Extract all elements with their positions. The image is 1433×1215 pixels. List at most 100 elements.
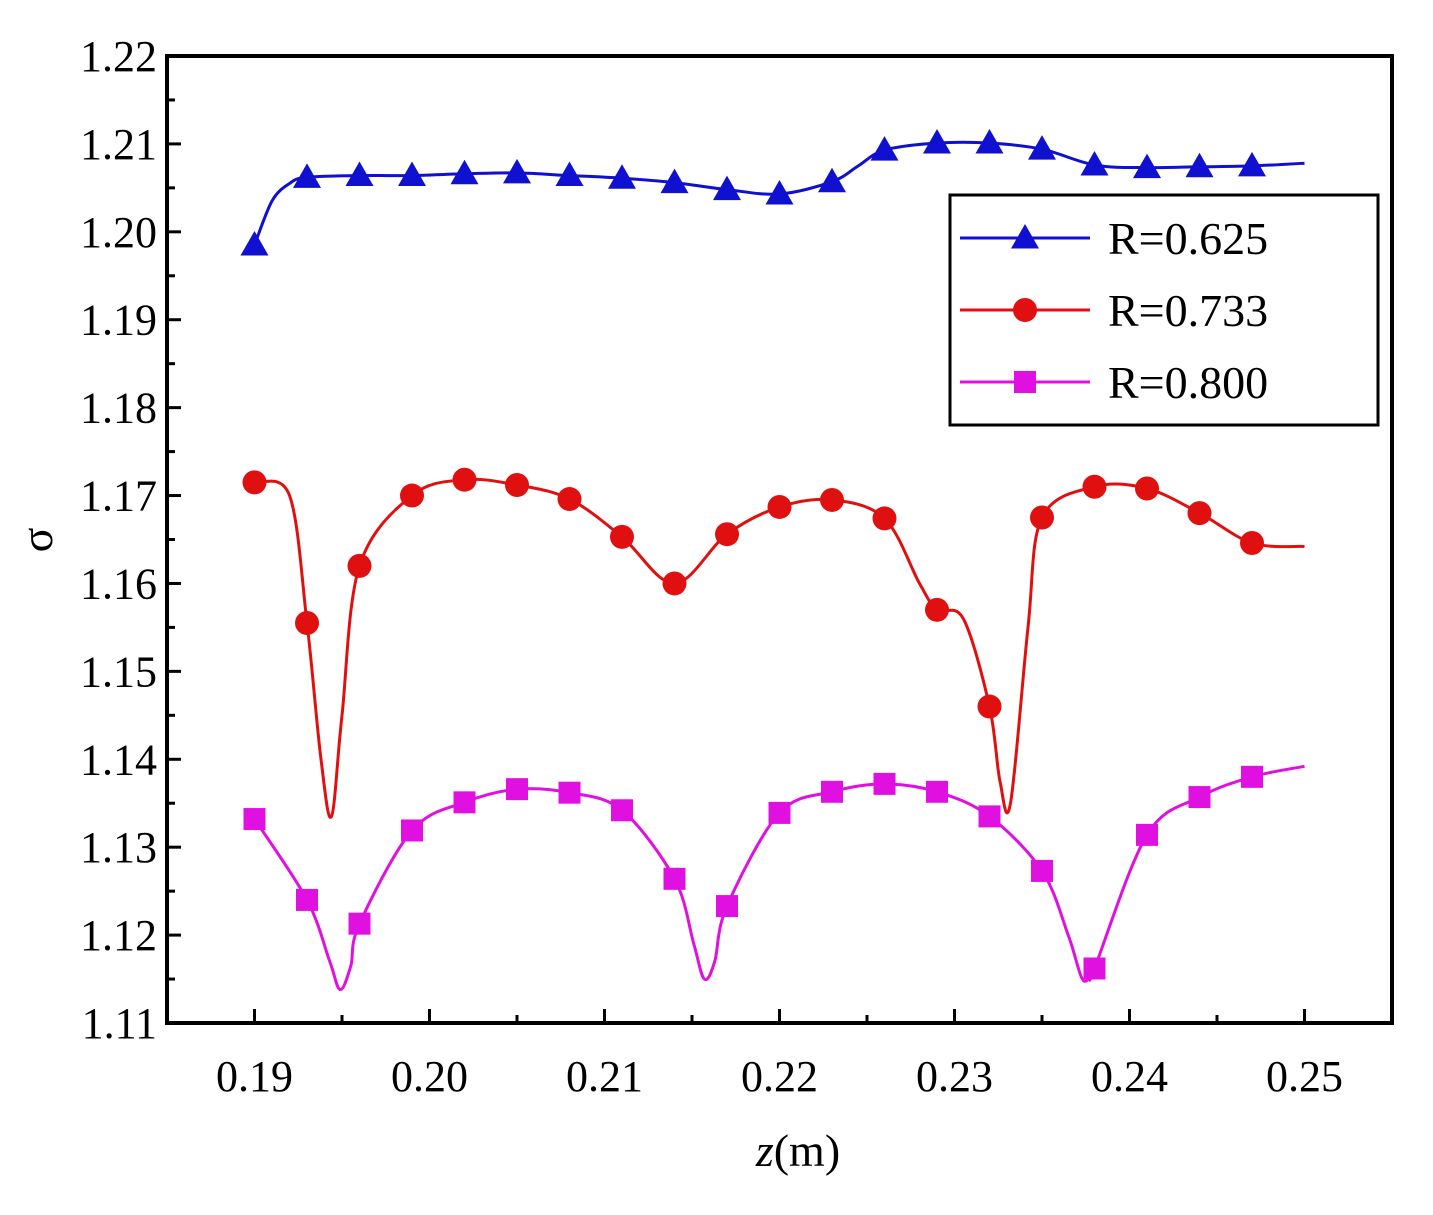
x-axis-title-variable: z [755, 1125, 774, 1176]
series-0-point-19 [1238, 151, 1266, 177]
y-tick-label-11: 1.22 [80, 32, 157, 81]
series-1-point-7 [610, 524, 634, 549]
series-2-point-10 [768, 801, 791, 824]
x-axis-title: z(m) [755, 1125, 840, 1176]
series-2-point-3 [401, 819, 423, 842]
series-0-point-16 [1080, 151, 1109, 176]
y-tick-label-1: 1.12 [80, 911, 157, 960]
series-2-point-7 [611, 799, 633, 822]
series-1-point-12 [872, 506, 897, 531]
series-0-point-18 [1185, 152, 1214, 178]
series-0-point-3 [398, 161, 426, 187]
series-2-point-6 [558, 781, 581, 804]
x-tick-label-5: 0.24 [1091, 1052, 1168, 1101]
series-1-point-11 [820, 487, 844, 512]
x-tick-label-0: 0.19 [216, 1052, 293, 1101]
legend-items: R=0.625 R=0.733 R=0.800 [960, 213, 1268, 408]
series-0-point-5 [503, 158, 531, 184]
series-0-point-0 [240, 231, 269, 256]
series-1-point-9 [715, 522, 739, 547]
series-1-point-5 [505, 472, 529, 497]
series-0-point-11 [818, 167, 846, 193]
y-tick-label-2: 1.13 [80, 823, 157, 872]
series-2-point-4 [453, 791, 476, 814]
series-2-point-2 [348, 912, 371, 935]
x-tick-label-6: 0.25 [1266, 1052, 1343, 1101]
series-0-point-4 [450, 159, 479, 185]
series-R=0.625 [240, 129, 1305, 256]
series-2-point-9 [716, 895, 738, 918]
series-1-point-19 [1240, 531, 1264, 556]
series-0-point-17 [1133, 153, 1161, 179]
series-1-point-13 [925, 597, 949, 622]
legend-marker-2 [1014, 371, 1036, 393]
y-axis-title: σ [11, 527, 62, 552]
y-tick-label-3: 1.14 [80, 735, 157, 784]
x-tick-label-3: 0.22 [741, 1052, 818, 1101]
series-R=0.800 [243, 764, 1305, 992]
series-0-point-9 [713, 175, 741, 201]
x-tick-label-2: 0.21 [566, 1052, 643, 1101]
legend-label-0: R=0.625 [1108, 213, 1268, 264]
series-0-point-13 [923, 129, 951, 154]
series-2-point-0 [243, 808, 266, 831]
legend-label-2: R=0.800 [1108, 357, 1268, 408]
series-0-point-1 [293, 163, 321, 188]
series-2-point-18 [1188, 786, 1211, 809]
series-0-point-14 [975, 129, 1004, 154]
y-tick-label-4: 1.15 [80, 647, 157, 696]
legend-item-0: R=0.625 [960, 213, 1268, 264]
x-tick-label-1: 0.20 [391, 1052, 468, 1101]
series-1-point-16 [1082, 474, 1107, 499]
tick-labels: 1.11 1.12 1.13 1.14 1.15 1.16 1.17 1.18 1.19 1.20… [80, 32, 1343, 1101]
series-2-point-19 [1241, 765, 1263, 788]
series-2-point-13 [926, 780, 948, 803]
y-tick-label-9: 1.20 [80, 208, 157, 257]
plot-frame [165, 54, 1394, 1025]
series-2-point-14 [978, 805, 1001, 828]
series-2-point-17 [1136, 823, 1158, 846]
series-2-point-11 [821, 780, 843, 803]
series-2-point-12 [873, 772, 896, 795]
series-line-1 [253, 477, 1305, 819]
series-1-point-8 [662, 571, 687, 596]
y-tick-label-0: 1.11 [82, 999, 157, 1048]
series-0-point-10 [765, 180, 794, 205]
legend: R=0.625 R=0.733 R=0.800 [948, 193, 1380, 427]
y-tick-label-5: 1.16 [80, 559, 157, 608]
series-layer [240, 129, 1305, 992]
series-2-point-5 [506, 778, 528, 801]
series-1-point-2 [347, 553, 372, 578]
series-1-point-0 [242, 470, 267, 495]
x-axis-title-unit: (m) [774, 1125, 840, 1176]
series-2-point-16 [1083, 957, 1106, 980]
series-0-point-2 [345, 161, 374, 187]
y-tick-label-7: 1.18 [80, 384, 157, 433]
legend-marker-0 [1011, 224, 1039, 249]
legend-item-1: R=0.733 [960, 285, 1268, 336]
series-1-point-3 [400, 483, 424, 508]
series-line-2 [253, 764, 1305, 992]
series-1-point-17 [1135, 476, 1159, 501]
series-2-point-8 [663, 867, 686, 890]
series-1-point-1 [295, 611, 319, 636]
series-1-point-6 [557, 487, 582, 512]
series-0-point-15 [1028, 135, 1056, 160]
legend-label-1: R=0.733 [1108, 285, 1268, 336]
series-1-point-14 [977, 694, 1002, 719]
series-1-point-4 [452, 467, 477, 492]
series-1-point-10 [767, 494, 792, 519]
series-1-point-18 [1187, 501, 1212, 526]
y-tick-label-6: 1.17 [80, 472, 157, 521]
series-R=0.733 [242, 467, 1305, 819]
y-tick-label-10: 1.21 [80, 120, 157, 169]
series-0-point-12 [870, 136, 899, 161]
series-1-point-15 [1030, 505, 1054, 530]
series-0-point-7 [608, 164, 636, 189]
legend-item-2: R=0.800 [960, 357, 1268, 408]
legend-marker-1 [1013, 298, 1037, 322]
series-2-point-15 [1031, 859, 1053, 882]
series-2-point-1 [296, 888, 318, 911]
series-0-point-6 [555, 161, 584, 187]
